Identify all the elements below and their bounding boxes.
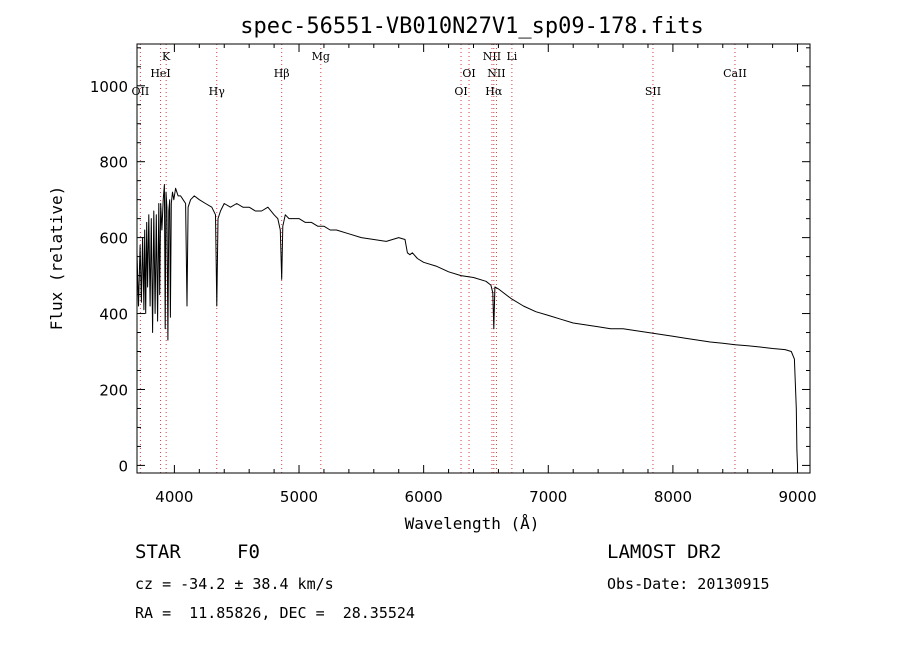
x-tick-label: 6000 bbox=[405, 488, 443, 506]
spectral-line-label: CaII bbox=[723, 67, 747, 80]
y-axis-label: Flux (relative) bbox=[47, 186, 66, 331]
flux-series bbox=[136, 184, 798, 466]
x-tick-label: 4000 bbox=[155, 488, 193, 506]
plot-frame bbox=[136, 43, 811, 474]
subclass: F0 bbox=[237, 541, 260, 563]
redshift-cz: cz = -34.2 ± 38.4 km/s bbox=[135, 575, 334, 593]
spectral-line-label: NII bbox=[487, 67, 505, 80]
spectral-line-label: SII bbox=[645, 85, 661, 98]
spectral-line-label: Hα bbox=[485, 85, 503, 98]
y-tick-label: 200 bbox=[99, 381, 128, 399]
flux-line bbox=[136, 184, 798, 466]
spectral-line-label: OI bbox=[454, 85, 467, 98]
y-tick-label: 800 bbox=[99, 154, 128, 172]
y-tick-label: 600 bbox=[99, 230, 128, 248]
object-class: STAR bbox=[135, 541, 181, 563]
survey-name: LAMOST DR2 bbox=[607, 541, 722, 563]
x-axis-label: Wavelength (Å) bbox=[405, 514, 540, 533]
spectral-line-label: NII bbox=[483, 50, 501, 63]
obs-date: Obs-Date: 20130915 bbox=[607, 575, 770, 593]
spectral-line-label: K bbox=[162, 50, 171, 63]
y-tick-label: 400 bbox=[99, 306, 128, 324]
x-tick-label: 9000 bbox=[778, 488, 816, 506]
spectral-line-label: Hβ bbox=[274, 67, 290, 80]
spectral-line-label: OI bbox=[462, 67, 475, 80]
y-tick-label: 1000 bbox=[90, 78, 128, 96]
spectral-line-label: Mg bbox=[312, 50, 330, 63]
y-tick-label: 0 bbox=[118, 457, 128, 475]
coordinates: RA = 11.85826, DEC = 28.35524 bbox=[135, 604, 415, 622]
spectral-line-label: Hγ bbox=[209, 85, 226, 98]
x-tick-label: 5000 bbox=[280, 488, 318, 506]
spectral-line-label: Li bbox=[506, 50, 517, 63]
axis-ticks: 4000 5000 6000 7000 8000 9000 0 200 400 600 800 100… bbox=[90, 44, 817, 506]
x-tick-label: 7000 bbox=[529, 488, 567, 506]
x-tick-label: 8000 bbox=[654, 488, 692, 506]
spectral-line-label: HeI bbox=[150, 67, 170, 80]
chart-title: spec-56551-VB010N27V1_sp09-178.fits bbox=[240, 14, 704, 39]
spectral-line-label: OII bbox=[132, 85, 150, 98]
